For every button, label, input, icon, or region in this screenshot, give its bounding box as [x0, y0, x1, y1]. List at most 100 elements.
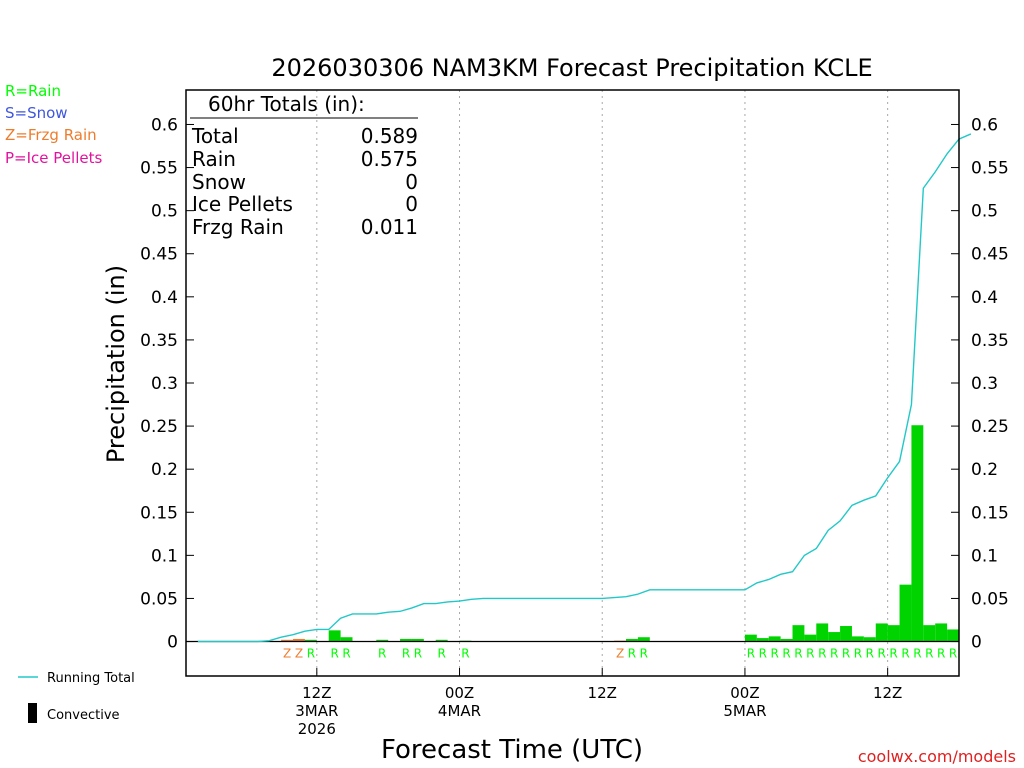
precip-bar-24	[875, 623, 888, 642]
ytick-label-right-7: 0.35	[971, 331, 1009, 351]
line-legend: Running Total Convective	[18, 671, 135, 723]
precip-bar-6	[400, 638, 412, 642]
ytick-label-right-2: 0.1	[971, 546, 998, 566]
ptype-label-19: R	[818, 647, 826, 661]
xtick-label-1-1: 4MAR	[438, 702, 481, 720]
ytick-label-left-11: 0.55	[140, 159, 178, 179]
ptype-label-28: R	[925, 647, 933, 661]
ytick-label-right-8: 0.4	[971, 288, 998, 308]
ytick-label-left-12: 0.6	[151, 115, 178, 135]
ptype-label-15: R	[770, 647, 778, 661]
legend-rain: R=Rain	[5, 82, 61, 100]
xtick-label-0-0: 12Z	[302, 684, 331, 702]
totals-ice-label: Ice Pellets	[192, 192, 293, 216]
totals-heading: 60hr Totals (in):	[208, 92, 365, 116]
ptype-label-16: R	[782, 647, 790, 661]
legend-snow: S=Snow	[5, 104, 68, 122]
precip-bar-29	[935, 623, 948, 642]
gridlines	[316, 90, 889, 676]
ptype-label-9: R	[461, 647, 469, 661]
ytick-label-right-5: 0.25	[971, 417, 1009, 437]
chart-title: 2026030306 NAM3KM Forecast Precipitation…	[271, 54, 872, 82]
ptype-label-18: R	[806, 647, 814, 661]
ptype-label-0: Z	[283, 647, 291, 661]
ptype-legend: R=Rain S=Snow Z=Frzg Rain P=Ice Pellets	[5, 82, 102, 167]
ptype-label-11: R	[628, 647, 636, 661]
precip-bar-4	[340, 637, 353, 642]
xtick-label-4-0: 12Z	[873, 684, 902, 702]
precip-bar-2	[304, 639, 317, 642]
credit-text: coolwx.com/models	[858, 747, 1016, 766]
ptype-label-12: R	[640, 647, 648, 661]
precip-bar-8	[435, 639, 448, 642]
ytick-label-right-11: 0.55	[971, 159, 1009, 179]
precip-bar-0	[281, 639, 294, 642]
ptype-label-24: R	[878, 647, 886, 661]
precip-bar-30	[947, 629, 959, 642]
ptype-label-26: R	[901, 647, 909, 661]
ptype-label-3: R	[330, 647, 338, 661]
ytick-label-left-8: 0.4	[151, 288, 178, 308]
ptype-label-22: R	[854, 647, 862, 661]
ptype-label-1: Z	[295, 647, 303, 661]
xtick-label-0-1: 3MAR	[295, 702, 338, 720]
legend-frzg-rain: Z=Frzg Rain	[5, 126, 97, 144]
ytick-label-left-4: 0.2	[151, 460, 178, 480]
ptype-label-14: R	[759, 647, 767, 661]
ptype-label-21: R	[842, 647, 850, 661]
precip-bar-26	[899, 584, 912, 642]
plot-frame	[185, 89, 960, 677]
legend-ice-pellets: P=Ice Pellets	[5, 149, 102, 167]
ptype-label-20: R	[830, 647, 838, 661]
ptype-label-25: R	[889, 647, 897, 661]
precip-bar-15	[768, 636, 781, 642]
ptype-label-5: R	[378, 647, 386, 661]
xtick-label-1-0: 00Z	[445, 684, 474, 702]
ytick-label-left-1: 0.05	[140, 589, 178, 609]
precip-bar-19	[816, 623, 829, 642]
ptype-label-10: Z	[616, 647, 624, 661]
ytick-label-right-0: 0	[971, 633, 982, 653]
x-axis-label: Forecast Time (UTC)	[381, 735, 643, 765]
ptype-label-17: R	[794, 647, 802, 661]
precip-bar-28	[923, 625, 936, 642]
precip-bar-27	[911, 425, 924, 642]
precip-bar-22	[851, 636, 864, 642]
ytick-label-right-10: 0.5	[971, 202, 998, 222]
totals-box: 60hr Totals (in): Total 0.589 Rain 0.575…	[190, 92, 418, 239]
precip-bar-7	[411, 638, 424, 642]
ytick-label-left-7: 0.35	[140, 331, 178, 351]
precip-bar-3	[328, 630, 341, 642]
precip-bar-14	[756, 638, 769, 642]
ytick-label-right-9: 0.45	[971, 245, 1009, 265]
ytick-label-left-9: 0.45	[140, 245, 178, 265]
y-axis-ticks: 0 00.05 0.050.1 0.10.15 0.150.2 0.20.25 0.250.…	[140, 115, 1009, 652]
bars	[281, 425, 959, 642]
ytick-label-left-5: 0.25	[140, 417, 178, 437]
ptype-label-13: R	[747, 647, 755, 661]
precip-bar-23	[863, 637, 876, 642]
totals-total-value: 0.589	[361, 124, 418, 148]
ytick-label-left-6: 0.3	[151, 374, 178, 394]
xtick-label-3-0: 00Z	[730, 684, 759, 702]
ytick-label-right-1: 0.05	[971, 589, 1009, 609]
precip-bar-12	[637, 637, 650, 642]
ytick-label-right-6: 0.3	[971, 374, 998, 394]
totals-snow-label: Snow	[192, 170, 246, 194]
y-axis-label: Precipitation (in)	[102, 265, 130, 463]
running-total-line	[197, 133, 972, 643]
precip-bar-16	[780, 638, 793, 642]
ptype-label-23: R	[866, 647, 874, 661]
ytick-label-left-2: 0.1	[151, 546, 178, 566]
precip-bar-17	[792, 625, 805, 642]
precip-bar-1	[293, 638, 305, 642]
totals-rain-label: Rain	[192, 147, 236, 171]
precip-bar-13	[744, 634, 757, 642]
running-total-legend-label: Running Total	[47, 671, 135, 686]
ptype-label-29: R	[937, 647, 945, 661]
xtick-label-2-0: 12Z	[588, 684, 617, 702]
ptype-label-30: R	[949, 647, 957, 661]
ptype-label-6: R	[402, 647, 410, 661]
